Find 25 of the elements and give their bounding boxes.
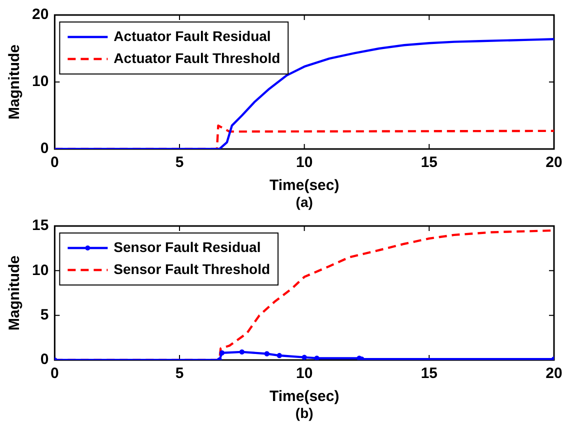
x-tick-label: 10 [296, 365, 313, 382]
legend-label: Sensor Fault Residual [114, 238, 261, 255]
legend-label: Actuator Fault Residual [114, 28, 271, 44]
y-tick-label: 20 [32, 6, 49, 24]
x-tick-label: 10 [296, 154, 313, 172]
legend-label: Sensor Fault Threshold [114, 260, 270, 277]
text: (b) [295, 404, 314, 421]
x-tick-label: 15 [420, 365, 438, 382]
y-tick-label: 15 [32, 217, 49, 234]
x-tick-label: 20 [546, 365, 562, 382]
x-axis-title: Time(sec) [269, 388, 340, 406]
x-tick-label: 5 [175, 365, 184, 382]
x-axis-title: Time(sec) [269, 177, 340, 194]
y-axis-title: Magnitude [6, 256, 24, 330]
y-tick-label: 0 [40, 351, 49, 368]
y-tick-label: 10 [32, 73, 49, 90]
x-tick-label: 15 [420, 154, 438, 172]
y-tick-label: 0 [40, 140, 49, 158]
legend-label: Actuator Fault Threshold [114, 50, 280, 66]
x-tick-label: 20 [546, 154, 562, 172]
y-tick-label: 5 [40, 306, 49, 324]
x-tick-label: 5 [175, 154, 184, 172]
y-tick-label: 10 [32, 262, 49, 279]
y-axis-title: Magnitude [6, 44, 24, 120]
text: (a) [296, 194, 313, 210]
